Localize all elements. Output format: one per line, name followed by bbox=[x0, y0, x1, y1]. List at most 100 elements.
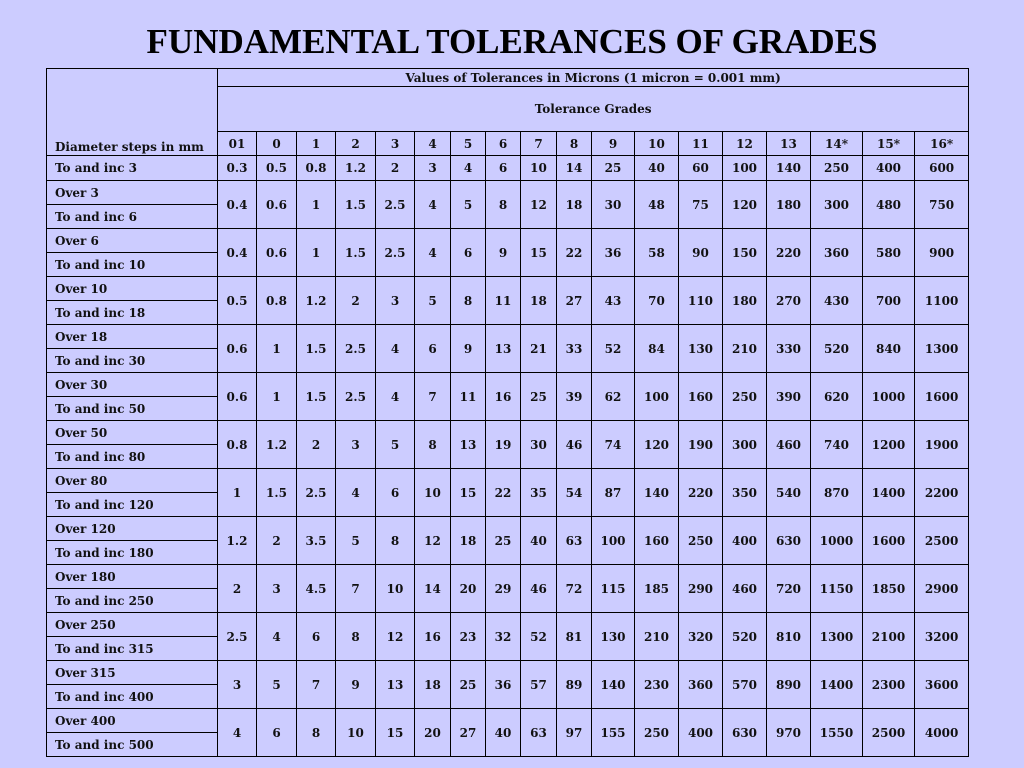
tolerance-value: 46 bbox=[520, 564, 557, 613]
tolerance-value: 9 bbox=[485, 228, 521, 277]
tolerance-value: 1 bbox=[256, 372, 297, 421]
tolerance-value: 2.5 bbox=[335, 372, 376, 421]
tolerance-value: 2 bbox=[296, 420, 336, 469]
tolerance-value: 2300 bbox=[862, 660, 915, 709]
tolerance-value: 2200 bbox=[913, 468, 970, 517]
tolerance-value: 270 bbox=[766, 276, 811, 325]
tolerance-value: 840 bbox=[862, 324, 915, 373]
diameter-over: Over 18 bbox=[46, 324, 218, 349]
tolerance-value: 8 bbox=[375, 516, 415, 565]
tolerance-value: 810 bbox=[766, 612, 811, 661]
tolerance-value: 220 bbox=[766, 228, 811, 277]
tolerance-value: 54 bbox=[556, 468, 592, 517]
tolerance-value: 480 bbox=[862, 180, 915, 229]
tolerance-value: 8 bbox=[485, 180, 521, 229]
tolerance-value: 720 bbox=[766, 564, 811, 613]
tolerance-value: 0.4 bbox=[217, 180, 257, 229]
grade-header: 9 bbox=[591, 131, 635, 156]
tolerance-value: 1600 bbox=[862, 516, 915, 565]
grade-header: 16* bbox=[913, 131, 970, 156]
tolerance-value: 430 bbox=[810, 276, 863, 325]
tolerance-value: 150 bbox=[722, 228, 767, 277]
tolerance-value: 2 bbox=[335, 276, 376, 325]
tolerance-value: 25 bbox=[591, 155, 635, 181]
tolerance-value: 1.2 bbox=[335, 155, 376, 181]
grade-header: 2 bbox=[335, 131, 376, 156]
diameter-to: To and inc 10 bbox=[46, 252, 218, 277]
tolerance-value: 13 bbox=[485, 324, 521, 373]
tolerance-value: 22 bbox=[556, 228, 592, 277]
table-row: Over 120 1.2 2 3.5 5 8 12 18 25 40 63 100 160 250 400 6… bbox=[46, 516, 970, 565]
tolerance-value: 120 bbox=[634, 420, 679, 469]
tolerance-value: 100 bbox=[634, 372, 679, 421]
tolerance-value: 20 bbox=[414, 708, 451, 757]
tolerance-value: 3 bbox=[375, 276, 415, 325]
tolerance-value: 14 bbox=[414, 564, 451, 613]
tolerance-value: 81 bbox=[556, 612, 592, 661]
tolerance-value: 130 bbox=[678, 324, 723, 373]
diameter-over: Over 3 bbox=[46, 180, 218, 205]
diameter-label: To and inc 3 bbox=[46, 155, 218, 181]
tolerance-value: 15 bbox=[520, 228, 557, 277]
tolerance-value: 3600 bbox=[913, 660, 970, 709]
tolerance-value: 100 bbox=[591, 516, 635, 565]
tolerance-value: 4 bbox=[375, 372, 415, 421]
tolerance-value: 400 bbox=[678, 708, 723, 757]
tolerance-value: 0.8 bbox=[296, 155, 336, 181]
tolerance-value: 1000 bbox=[862, 372, 915, 421]
tolerance-value: 1300 bbox=[810, 612, 863, 661]
tolerance-value: 6 bbox=[450, 228, 486, 277]
tolerance-value: 1.2 bbox=[296, 276, 336, 325]
tolerance-value: 1200 bbox=[862, 420, 915, 469]
diameter-over: Over 400 bbox=[46, 708, 218, 733]
grade-header: 8 bbox=[556, 131, 592, 156]
tolerance-value: 10 bbox=[520, 155, 557, 181]
tolerance-value: 6 bbox=[296, 612, 336, 661]
tolerance-value: 2.5 bbox=[375, 180, 415, 229]
tolerance-value: 1550 bbox=[810, 708, 863, 757]
table-row: To and inc 10 bbox=[46, 252, 969, 277]
diameter-over: Over 250 bbox=[46, 612, 218, 637]
diameter-to: To and inc 50 bbox=[46, 396, 218, 421]
table-row: Over 6 0.4 0.6 1 1.5 2.5 4 6 9 15 22 36 58 90 150 220 36… bbox=[46, 228, 970, 277]
table-row: To and inc 315 bbox=[46, 636, 969, 661]
grade-header: 3 bbox=[375, 131, 415, 156]
diameter-to: To and inc 30 bbox=[46, 348, 218, 373]
tolerance-value: 1900 bbox=[913, 420, 970, 469]
tolerance-value: 1.5 bbox=[296, 372, 336, 421]
grade-header: 13 bbox=[766, 131, 811, 156]
tolerance-value: 115 bbox=[591, 564, 635, 613]
tolerance-value: 25 bbox=[485, 516, 521, 565]
tolerance-value: 33 bbox=[556, 324, 592, 373]
tolerance-value: 11 bbox=[485, 276, 521, 325]
tolerance-value: 3.5 bbox=[296, 516, 336, 565]
table-row: Over 10 0.5 0.8 1.2 2 3 5 8 11 18 27 43 70 110 180 270 4… bbox=[46, 276, 970, 325]
diameter-to: To and inc 18 bbox=[46, 300, 218, 325]
tolerance-value: 30 bbox=[591, 180, 635, 229]
tolerance-value: 0.8 bbox=[217, 420, 257, 469]
tolerance-value: 0.3 bbox=[217, 155, 257, 181]
tolerance-value: 4.5 bbox=[296, 564, 336, 613]
tolerance-value: 570 bbox=[722, 660, 767, 709]
diameter-to: To and inc 500 bbox=[46, 732, 218, 757]
tolerance-value: 75 bbox=[678, 180, 723, 229]
tolerance-value: 320 bbox=[678, 612, 723, 661]
tolerance-value: 46 bbox=[556, 420, 592, 469]
tolerance-value: 0.6 bbox=[217, 372, 257, 421]
tolerance-value: 1850 bbox=[862, 564, 915, 613]
grade-header: 0 bbox=[256, 131, 297, 156]
tolerance-value: 74 bbox=[591, 420, 635, 469]
grade-header: 11 bbox=[678, 131, 723, 156]
tolerance-value: 155 bbox=[591, 708, 635, 757]
tolerance-value: 180 bbox=[722, 276, 767, 325]
tolerance-value: 2 bbox=[256, 516, 297, 565]
tolerance-value: 40 bbox=[634, 155, 679, 181]
tolerance-value: 9 bbox=[335, 660, 376, 709]
diameter-over: Over 10 bbox=[46, 276, 218, 301]
diameter-over: Over 30 bbox=[46, 372, 218, 397]
table-row: To and inc 6 bbox=[46, 204, 969, 229]
diameter-over: Over 180 bbox=[46, 564, 218, 589]
tolerance-value: 4 bbox=[217, 708, 257, 757]
diameter-over: Over 50 bbox=[46, 420, 218, 445]
